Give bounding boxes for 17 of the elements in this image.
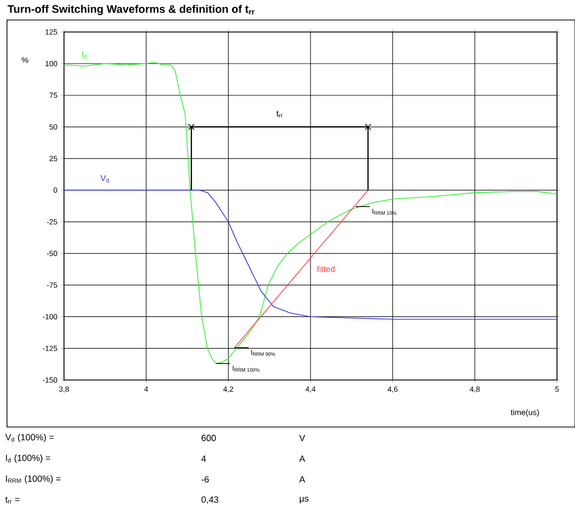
text: 0,43 bbox=[202, 496, 218, 504]
series-label: V$_{d}$ bbox=[100, 175, 109, 183]
text: I$_{RRM}$ (100%) = bbox=[6, 475, 60, 484]
text: A bbox=[299, 476, 306, 482]
text: t$_{rr}$ = bbox=[5, 496, 20, 504]
text: A bbox=[299, 456, 306, 462]
text: I$_{d}$ (100%) = bbox=[6, 454, 50, 463]
text: V$_{d}$ (100%) = bbox=[5, 434, 54, 442]
text: -6 bbox=[202, 476, 209, 483]
series-label: t$_{rr}$ bbox=[276, 110, 282, 118]
chart-title: Turn-off Switching Waveforms & definition of t$_{rr}$ bbox=[8, 4, 254, 16]
text: 600 bbox=[202, 434, 216, 442]
text: µs bbox=[300, 496, 309, 504]
series-label: fitted bbox=[316, 266, 335, 272]
text: V bbox=[299, 434, 306, 442]
text: 4 bbox=[201, 456, 206, 462]
series-label: I$_{d}$ bbox=[82, 51, 87, 59]
